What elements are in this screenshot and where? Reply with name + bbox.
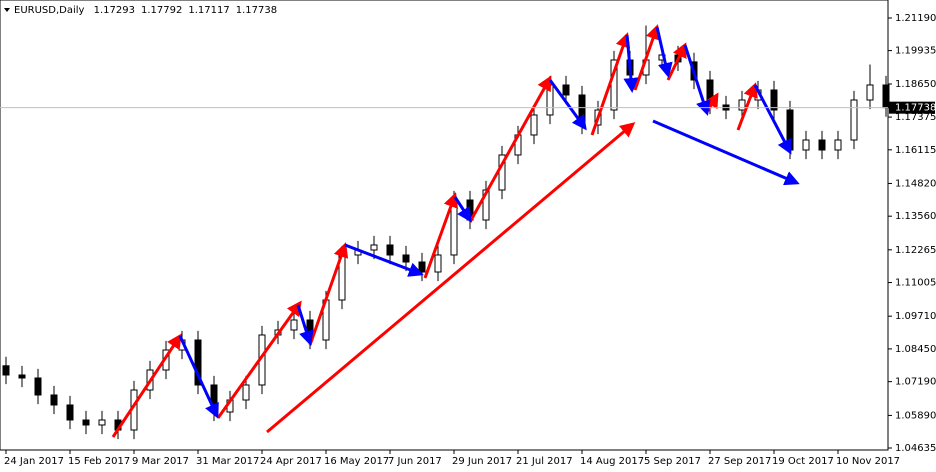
candle-body <box>450 199 458 256</box>
header-value: 1.17117 <box>188 5 229 16</box>
candle-body <box>66 404 74 421</box>
y-tick-label: 1.11005 <box>895 278 936 289</box>
x-tick-label: 27 Sep 2017 <box>708 456 771 467</box>
candle-body <box>530 114 538 136</box>
x-tick-label: 9 Mar 2017 <box>132 456 189 467</box>
candle-body <box>562 84 570 96</box>
candle-body <box>18 374 26 379</box>
up-arrow <box>308 242 349 346</box>
y-tick-label: 1.21190 <box>895 13 936 24</box>
candle-body <box>2 365 10 376</box>
y-tick-label: 1.05890 <box>895 410 936 421</box>
y-tick-label: 1.12265 <box>895 245 936 256</box>
up-arrow <box>633 24 661 91</box>
x-tick-label: 21 Jul 2017 <box>516 456 573 467</box>
candle-body <box>194 339 202 386</box>
current-price-label: 1.17738 <box>895 103 936 114</box>
header-value: 1.17792 <box>141 5 182 16</box>
candle-body <box>834 139 842 151</box>
candle-body <box>882 84 890 109</box>
x-tick-label: 29 Jun 2017 <box>452 456 512 467</box>
y-tick-label: 1.14820 <box>895 178 936 189</box>
down-arrow <box>296 304 314 346</box>
candle-body <box>546 84 554 116</box>
up-arrow <box>111 333 182 438</box>
trend-arrows <box>111 24 800 438</box>
candle-body <box>786 109 794 151</box>
x-tick-label: 5 Sep 2017 <box>644 456 701 467</box>
up-arrow <box>468 75 552 223</box>
candle-body <box>738 99 746 111</box>
candle-body <box>418 261 426 273</box>
x-tick-label: 24 Apr 2017 <box>260 456 322 467</box>
y-tick-label: 1.17375 <box>895 112 936 123</box>
down-arrow <box>344 243 424 277</box>
candle-body <box>770 89 778 111</box>
x-tick-label: 10 Nov 2017 <box>836 456 900 467</box>
y-tick-label: 1.18650 <box>895 79 936 90</box>
candle-body <box>802 139 810 151</box>
x-tick-label: 24 Jan 2017 <box>4 456 64 467</box>
header-value: 1.17738 <box>236 5 277 16</box>
y-tick-label: 1.09710 <box>895 311 936 322</box>
y-tick-label: 1.13560 <box>895 211 936 222</box>
candle-body <box>34 377 42 396</box>
x-tick-label: 7 Jun 2017 <box>388 456 442 467</box>
candle-body <box>98 419 106 426</box>
up-arrow <box>590 32 631 136</box>
symbol: EURUSD,Daily <box>14 5 85 16</box>
x-tick-label: 19 Oct 2017 <box>772 456 834 467</box>
y-tick-label: 1.19935 <box>895 46 936 57</box>
x-tick-label: 15 Feb 2017 <box>68 456 130 467</box>
down-arrow <box>655 26 673 78</box>
y-tick-label: 1.08450 <box>895 344 936 355</box>
candle-body <box>50 394 58 406</box>
candle-body <box>850 99 858 141</box>
down-arrow <box>623 34 639 93</box>
header-value: 1.17293 <box>94 5 135 16</box>
y-tick-label: 1.04635 <box>895 443 936 454</box>
x-tick-label: 14 Aug 2017 <box>580 456 644 467</box>
current-price-box <box>889 101 935 114</box>
x-tick-label: 31 Mar 2017 <box>196 456 259 467</box>
candle-body <box>402 254 410 263</box>
y-tick-label: 1.07190 <box>895 377 936 388</box>
down-arrow <box>548 79 587 131</box>
up-arrow <box>423 192 458 279</box>
menu-triangle <box>4 8 10 12</box>
candle-body <box>866 84 874 101</box>
candle-body <box>370 244 378 251</box>
up-arrow <box>216 300 302 419</box>
candle-body <box>242 384 250 401</box>
down-arrow <box>178 335 219 419</box>
down-arrow <box>453 196 472 223</box>
candle-body <box>818 139 826 151</box>
candle-body <box>482 189 490 221</box>
chart-header: EURUSD,Daily 1.17293 1.17792 1.17117 1.1773… <box>14 5 277 16</box>
candle-body <box>386 244 394 256</box>
y-tick-label: 1.16115 <box>895 145 936 156</box>
candle-body <box>434 254 442 273</box>
down-arrow <box>753 84 792 155</box>
up-arrow <box>266 122 636 434</box>
candle-body <box>290 319 298 331</box>
x-tick-label: 16 May 2017 <box>324 456 389 467</box>
candle-body <box>82 419 90 426</box>
down-arrow <box>683 44 711 116</box>
down-arrow <box>652 119 800 186</box>
